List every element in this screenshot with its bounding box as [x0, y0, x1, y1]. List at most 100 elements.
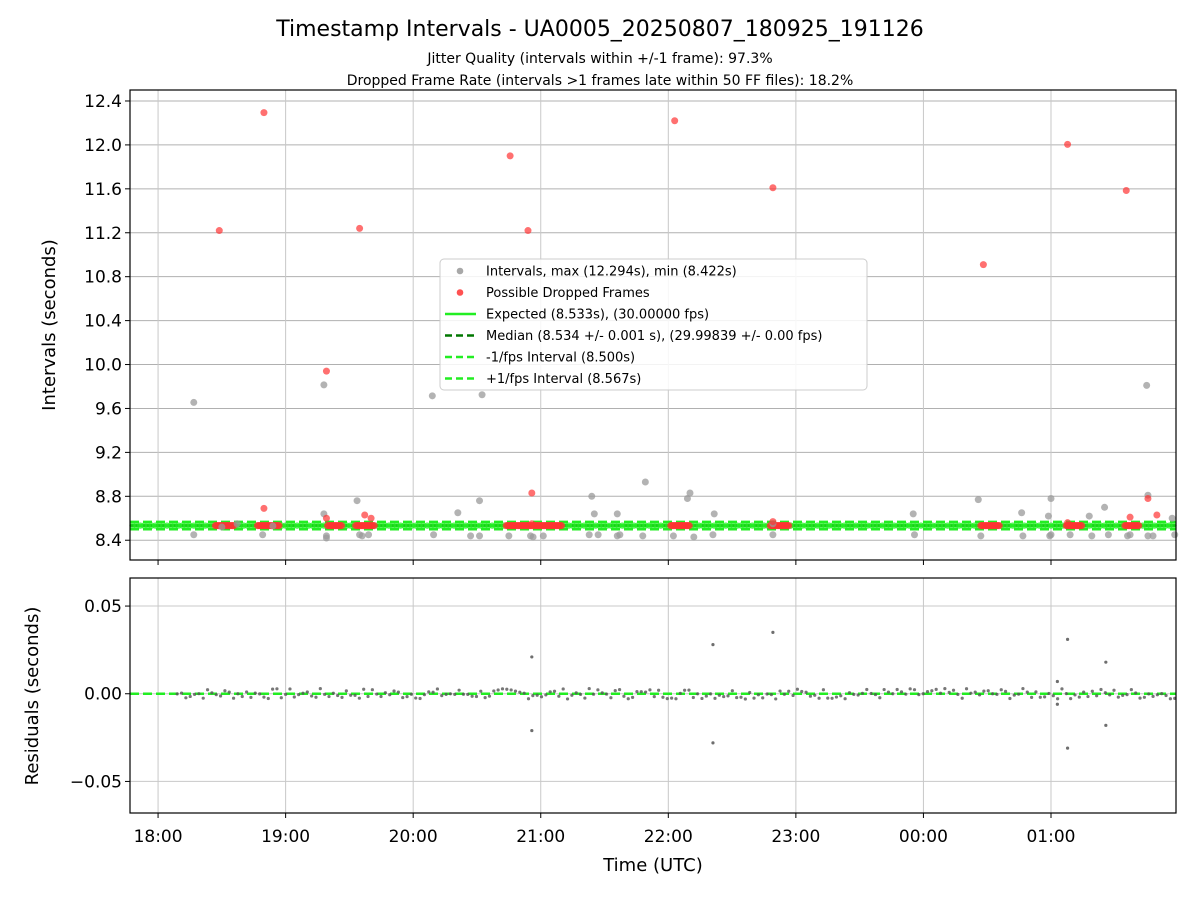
interval-point	[320, 381, 328, 389]
residual-point	[696, 692, 700, 696]
residual-point	[1064, 691, 1068, 696]
residual-point	[700, 696, 704, 701]
residual-point	[821, 688, 826, 692]
residual-point	[895, 687, 899, 692]
residual-point	[1155, 693, 1159, 697]
residual-outlier-point	[711, 643, 715, 647]
residual-point	[401, 695, 405, 700]
interval-point	[428, 392, 436, 400]
residual-point	[800, 689, 804, 694]
residual-point	[683, 688, 687, 692]
legend-entry-label: Intervals, max (12.294s), min (8.422s)	[486, 265, 737, 280]
residual-point	[1021, 686, 1025, 691]
intervals-y-tick-label: 10.0	[84, 356, 122, 376]
residual-point	[1030, 695, 1034, 699]
residual-point	[205, 688, 210, 692]
residual-outlier-point	[711, 741, 715, 745]
residual-point	[960, 696, 964, 700]
residual-point	[1116, 695, 1120, 699]
interval-point	[527, 532, 535, 540]
residual-point	[175, 692, 179, 696]
residual-point	[440, 693, 444, 698]
residuals-x-ticks: 18:00 19:00 20:00 21:00 22:00 23:00 00:00 01:00	[134, 813, 1075, 847]
residual-point	[379, 694, 383, 699]
residual-point	[383, 691, 387, 695]
residuals-y-tick-label: 0.05	[84, 597, 122, 617]
dropped-frame-point	[528, 520, 536, 528]
x-tick-label: 18:00	[134, 827, 183, 847]
x-tick-label: 00:00	[899, 827, 948, 847]
legend-entry-label: Median (8.534 +/- 0.001 s), (29.99839 +/…	[486, 329, 822, 344]
intervals-y-tick-label: 9.6	[95, 399, 122, 419]
residual-point	[1038, 695, 1042, 699]
dropped-frame-cluster-point	[1078, 522, 1086, 530]
residual-point	[969, 691, 973, 695]
residual-point	[921, 692, 925, 696]
residual-point	[661, 695, 665, 699]
residual-point	[396, 690, 400, 694]
residual-point	[1086, 694, 1090, 699]
residual-point	[288, 687, 292, 691]
residual-point	[453, 692, 457, 696]
residual-point	[1160, 692, 1164, 696]
residuals-y-tick-label: −0.05	[70, 772, 122, 792]
residual-point	[613, 689, 617, 693]
residual-point	[236, 692, 240, 696]
residual-point	[899, 690, 904, 694]
residual-point	[674, 697, 678, 701]
residual-point	[522, 691, 526, 695]
legend-entry-label: Possible Dropped Frames	[486, 286, 650, 301]
dropped-frame-cluster-point	[557, 522, 566, 530]
chart-legend: Intervals, max (12.294s), min (8.422s) Po…	[439, 258, 868, 391]
residual-point	[639, 690, 643, 694]
residual-point	[331, 691, 335, 695]
residual-point	[847, 691, 852, 695]
residual-point	[912, 688, 917, 692]
residual-point	[787, 689, 791, 693]
interval-point	[909, 510, 917, 518]
residual-point	[210, 691, 214, 695]
residual-point	[470, 694, 474, 698]
interval-point	[588, 492, 596, 500]
residual-point	[748, 690, 752, 695]
dropped-frame-point	[260, 109, 268, 117]
residual-outlier-point	[530, 655, 534, 659]
residuals-plot-area	[130, 578, 1176, 813]
residual-point	[184, 696, 188, 700]
x-tick-label: 20:00	[389, 827, 438, 847]
intervals-y-tick-label: 12.4	[84, 92, 122, 112]
interval-point	[1019, 532, 1027, 540]
interval-point	[322, 532, 330, 540]
residual-outlier-point	[530, 728, 534, 733]
residuals-y-ticks: −0.05 0.00 0.05	[70, 597, 130, 792]
residual-point	[244, 690, 249, 694]
residual-point	[856, 693, 860, 697]
legend-entry-label: +1/fps Interval (8.567s)	[486, 372, 641, 387]
chart-title: Timestamp Intervals - UA0005_20250807_18…	[275, 17, 924, 42]
residual-point	[570, 693, 574, 697]
residual-point	[388, 693, 392, 697]
residual-points	[175, 630, 1177, 750]
residual-point	[344, 689, 348, 693]
interval-point	[1047, 531, 1055, 539]
subtitle-dropped-frame-rate: Dropped Frame Rate (intervals >1 frames …	[347, 73, 854, 89]
residual-point	[687, 688, 691, 692]
intervals-plot-frame	[129, 89, 1177, 561]
residual-point	[1168, 697, 1172, 701]
residual-point	[873, 692, 878, 697]
residual-point	[626, 697, 630, 701]
residual-point	[930, 689, 934, 693]
residual-point	[1151, 694, 1155, 698]
residual-point	[830, 696, 834, 700]
residuals-y-axis-label: Residuals (seconds)	[22, 607, 43, 786]
residual-point	[444, 692, 448, 696]
residual-point	[947, 690, 951, 694]
residual-point	[956, 692, 960, 696]
dropped-frame-cluster-point	[275, 522, 283, 530]
interval-point	[454, 509, 462, 517]
residual-point	[179, 691, 184, 695]
interval-point	[1126, 531, 1134, 539]
residual-point	[852, 692, 856, 696]
residual-point	[231, 696, 236, 700]
residual-point	[761, 696, 765, 700]
